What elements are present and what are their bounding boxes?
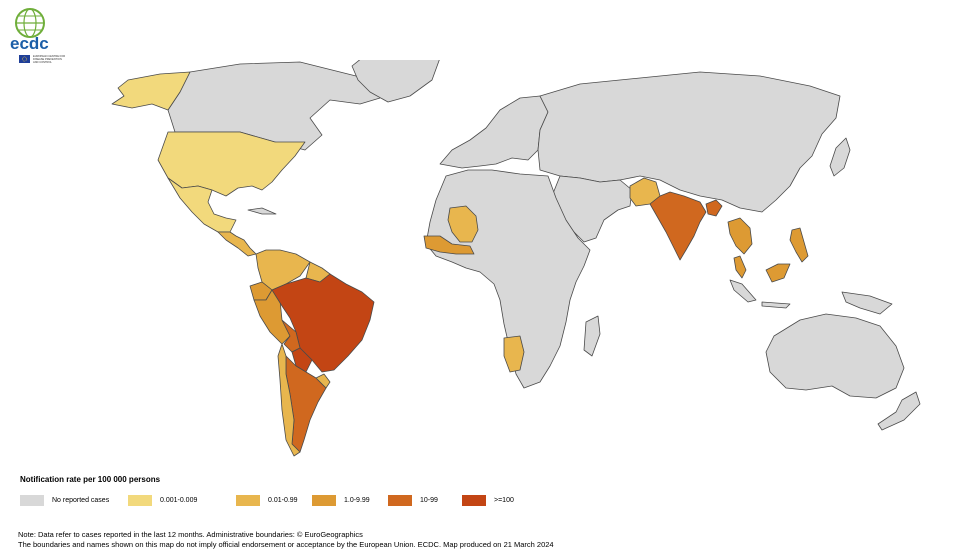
legend-swatch <box>236 494 260 506</box>
legend-item-band2: 0.01-0.99 <box>236 494 298 506</box>
japan <box>829 137 851 177</box>
sumatra <box>729 279 757 303</box>
new-guinea <box>841 291 893 315</box>
new-zealand <box>877 391 921 431</box>
logo-wordmark: ecdc <box>10 34 49 53</box>
bangladesh <box>705 199 723 217</box>
legend-swatch <box>312 494 336 506</box>
mali <box>447 205 479 243</box>
alaska <box>111 71 191 111</box>
legend-swatch <box>128 494 152 506</box>
canada <box>167 61 381 151</box>
central-america <box>217 231 257 257</box>
legend-item-band3: 1.0-9.99 <box>312 494 370 506</box>
legend-label: No reported cases <box>52 496 110 504</box>
globe-icon <box>15 8 45 38</box>
eu-flag-icon <box>19 55 30 63</box>
legend-label: 0.001-0.009 <box>160 496 198 504</box>
malaysia <box>733 255 747 279</box>
europe <box>439 95 549 169</box>
west-africa-coast <box>423 235 475 255</box>
cuba <box>247 207 277 215</box>
legend-item-band5: >=100 <box>462 494 514 506</box>
legend-item-band1: 0.001-0.009 <box>128 494 197 506</box>
legend-item-no-data: No reported cases <box>20 494 109 506</box>
note-line-1: Note: Data refer to cases reported in th… <box>18 530 363 539</box>
legend-swatch <box>388 494 412 506</box>
greenland <box>351 60 440 103</box>
legend-title: Notification rate per 100 000 persons <box>20 475 161 484</box>
logo-agency-line-1: EUROPEAN CENTRE FOR <box>33 54 65 58</box>
logo-agency-line-2: DISEASE PREVENTION <box>33 57 62 61</box>
russia-asia <box>537 71 841 213</box>
australia <box>765 313 905 399</box>
philippines <box>789 227 809 263</box>
india <box>649 191 707 261</box>
venezuela-colombia <box>255 249 311 291</box>
legend-label: 0.01-0.99 <box>268 496 298 504</box>
madagascar <box>583 315 601 357</box>
chile <box>277 343 301 457</box>
legend-label: >=100 <box>494 496 514 504</box>
legend-label: 1.0-9.99 <box>344 496 370 504</box>
note-line-2: The boundaries and names shown on this m… <box>18 540 554 549</box>
legend-label: 10-99 <box>420 496 438 504</box>
legend-swatch <box>462 494 486 506</box>
borneo <box>765 263 791 283</box>
world-map <box>111 60 921 457</box>
logo-agency-line-3: AND CONTROL <box>33 60 52 64</box>
legend-item-band4: 10-99 <box>388 494 438 506</box>
legend: No reported cases 0.001-0.009 0.01-0.99 … <box>20 494 560 506</box>
indochina <box>727 217 753 255</box>
namibia <box>503 335 525 373</box>
ecdc-logo: ecdc EUROPEAN CENTRE FOR DISEASE PREVENT… <box>10 8 65 64</box>
java <box>761 301 791 309</box>
mexico <box>167 177 237 233</box>
legend-swatch <box>20 494 44 506</box>
uruguay <box>315 373 331 389</box>
